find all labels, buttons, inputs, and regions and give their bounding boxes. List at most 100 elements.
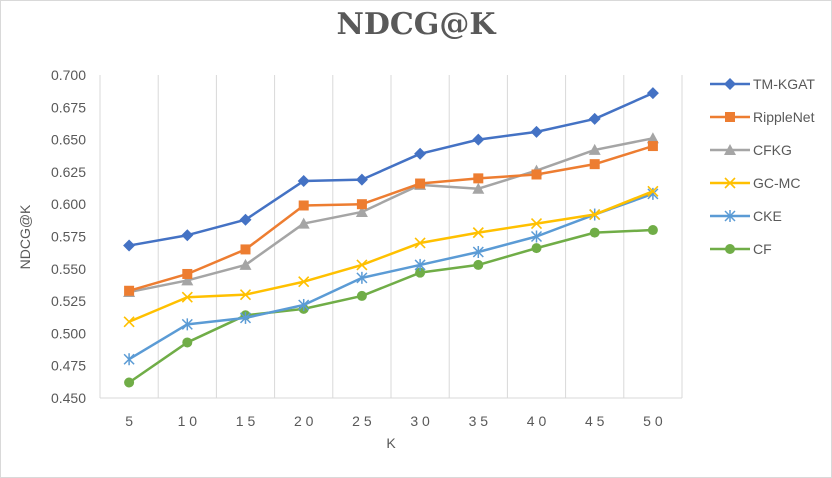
data-point-ripplenet [124, 285, 135, 296]
x-axis-label: K [386, 435, 396, 451]
data-point-gc-mc [123, 316, 135, 328]
legend-item-cf: CF [710, 241, 772, 257]
data-point-tm-kgat [646, 87, 659, 100]
x-tick-label: 3 0 [410, 413, 430, 429]
data-point-cf [415, 267, 426, 278]
y-axis-label: NDCG@K [17, 204, 33, 269]
y-tick-label: 0.625 [51, 164, 86, 180]
marker-stroke [530, 218, 543, 230]
series-layer [123, 87, 659, 388]
data-point-cf [589, 227, 600, 238]
series-cf [124, 225, 658, 388]
data-point-gc-mc [530, 218, 543, 230]
legend-label: RippleNet [753, 109, 815, 125]
data-point-cke [181, 318, 193, 331]
data-point-cke [414, 258, 426, 271]
legend-item-cke: CKE [710, 208, 782, 224]
series-ripplenet [124, 141, 658, 296]
series-line-ripplenet [128, 144, 654, 292]
y-tick-label: 0.600 [51, 196, 86, 212]
legend-item-tm-kgat: TM-KGAT [710, 76, 815, 92]
y-tick-label: 0.450 [51, 390, 86, 406]
data-point-tm-kgat [297, 174, 310, 187]
series-line-cfkg [128, 137, 654, 294]
series-cke [123, 187, 659, 366]
legend-marker [724, 78, 736, 90]
legend-marker [724, 144, 736, 155]
data-point-ripplenet [298, 200, 309, 211]
tick-layer: 5 1 0 1 5 2 0 2 5 3 0 3 5 4 0 4 5 5 0 0.450 0.475 0.… [51, 67, 663, 429]
legend-label: TM-KGAT [753, 76, 815, 92]
x-tick-label: 5 [125, 413, 133, 429]
legend-label: GC-MC [753, 175, 800, 191]
legend-marker [724, 177, 736, 189]
x-tick-label: 4 5 [585, 413, 605, 429]
x-tick-label: 4 0 [527, 413, 547, 429]
data-point-cfkg [181, 274, 194, 286]
data-point-cf [124, 377, 135, 388]
series-line-gc-mc [128, 190, 654, 323]
data-point-gc-mc [414, 237, 426, 249]
y-tick-label: 0.500 [51, 325, 86, 341]
data-point-cf [182, 337, 193, 348]
data-point-tm-kgat [181, 229, 194, 242]
marker-stroke [123, 316, 135, 328]
marker-stroke [414, 237, 426, 249]
legend-item-gc-mc: GC-MC [710, 175, 800, 191]
series-line-cf [128, 228, 653, 384]
data-point-cf [531, 243, 542, 254]
y-tick-label: 0.550 [51, 261, 86, 277]
data-point-gc-mc [181, 291, 193, 303]
data-point-gc-mc [589, 208, 601, 221]
data-point-cke [472, 246, 484, 259]
marker-stroke [298, 276, 310, 288]
y-tick-label: 0.650 [51, 132, 86, 148]
marker-stroke [724, 177, 736, 189]
legend-label: CF [753, 241, 772, 257]
data-point-tm-kgat [239, 213, 252, 226]
marker-stroke [181, 291, 193, 303]
legend-item-ripplenet: RippleNet [710, 109, 815, 125]
data-point-tm-kgat [414, 147, 427, 160]
marker-stroke [472, 227, 484, 239]
data-point-ripplenet [182, 268, 193, 279]
legend-label: CFKG [753, 142, 792, 158]
data-point-cf [647, 225, 658, 236]
y-tick-label: 0.575 [51, 229, 86, 245]
data-point-cfkg [588, 143, 601, 155]
legend-marker [725, 112, 735, 122]
y-tick-label: 0.700 [51, 67, 86, 83]
data-point-ripplenet [240, 244, 251, 255]
data-point-cke [647, 187, 659, 200]
data-point-ripplenet [589, 159, 600, 170]
data-point-tm-kgat [530, 125, 543, 138]
legend: TM-KGAT RippleNet CFKG GC-MC CKE CF [710, 76, 815, 257]
x-tick-label: 1 0 [178, 413, 198, 429]
data-point-tm-kgat [472, 133, 485, 146]
data-point-cfkg [646, 132, 659, 144]
data-point-ripplenet [647, 141, 658, 152]
data-point-tm-kgat [355, 173, 368, 186]
series-tm-kgat [123, 87, 659, 252]
data-point-cfkg [239, 258, 252, 270]
legend-marker [724, 210, 736, 222]
data-point-tm-kgat [123, 239, 136, 252]
marker-stroke [589, 208, 601, 221]
data-point-ripplenet [531, 169, 542, 180]
grid-layer [99, 75, 683, 399]
data-point-gc-mc [647, 185, 659, 197]
y-tick-label: 0.525 [51, 293, 86, 309]
data-point-cfkg [472, 182, 485, 194]
y-tick-label: 0.675 [51, 99, 86, 115]
series-line-cke [128, 192, 654, 361]
x-tick-label: 5 0 [643, 413, 663, 429]
data-point-gc-mc [472, 227, 484, 239]
series-gc-mc [123, 185, 659, 328]
data-point-ripplenet [473, 173, 484, 184]
legend-item-cfkg: CFKG [710, 142, 792, 158]
data-point-cke [239, 311, 252, 324]
data-point-gc-mc [356, 259, 368, 271]
y-tick-label: 0.475 [51, 358, 86, 374]
data-point-cfkg [355, 205, 368, 217]
